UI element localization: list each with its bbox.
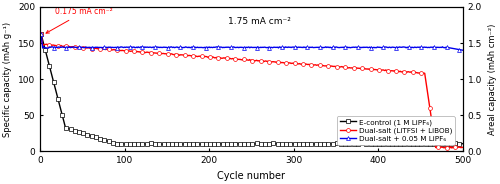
Y-axis label: Specific capacity (mAh g⁻¹): Specific capacity (mAh g⁻¹) — [4, 22, 13, 137]
Dual-salt (LiTFSI + LiBOB) — [384, 70, 390, 72]
E-control (1 M LiPF₆) — [238, 143, 244, 145]
Line: E-control (1 M LiPF₆): E-control (1 M LiPF₆) — [39, 32, 465, 147]
Dual-salt + 0.05 M LiPF₆ — [241, 47, 247, 49]
Line: Dual-salt (LiTFSI + LiBOB): Dual-salt (LiTFSI + LiBOB) — [39, 32, 465, 150]
E-control (1 M LiPF₆) — [353, 144, 359, 146]
X-axis label: Cycle number: Cycle number — [218, 171, 286, 181]
Dual-salt (LiTFSI + LiBOB) — [460, 146, 466, 148]
Dual-salt + 0.05 M LiPF₆ — [460, 49, 466, 51]
E-control (1 M LiPF₆) — [266, 143, 272, 145]
E-control (1 M LiPF₆) — [450, 143, 456, 145]
E-control (1 M LiPF₆) — [241, 143, 247, 145]
E-control (1 M LiPF₆) — [38, 33, 44, 35]
Dual-salt + 0.05 M LiPF₆ — [384, 46, 390, 48]
Dual-salt (LiTFSI + LiBOB) — [38, 33, 44, 35]
Dual-salt (LiTFSI + LiBOB) — [238, 59, 244, 61]
Text: 1.75 mA cm⁻²: 1.75 mA cm⁻² — [228, 17, 292, 26]
Dual-salt (LiTFSI + LiBOB) — [266, 61, 272, 63]
Dual-salt + 0.05 M LiPF₆ — [266, 47, 272, 49]
Dual-salt (LiTFSI + LiBOB) — [448, 147, 454, 149]
Dual-salt + 0.05 M LiPF₆ — [289, 46, 295, 48]
E-control (1 M LiPF₆) — [460, 143, 466, 145]
Text: 0.175 mA cm⁻²: 0.175 mA cm⁻² — [46, 7, 113, 33]
Line: Dual-salt + 0.05 M LiPF₆: Dual-salt + 0.05 M LiPF₆ — [39, 32, 465, 52]
Dual-salt + 0.05 M LiPF₆ — [38, 33, 44, 35]
Legend: E-control (1 M LiPF₆), Dual-salt (LiTFSI + LiBOB), Dual-salt + 0.05 M LiPF₆: E-control (1 M LiPF₆), Dual-salt (LiTFSI… — [337, 116, 455, 145]
Y-axis label: Areal capacity (mAh cm⁻²): Areal capacity (mAh cm⁻²) — [488, 23, 496, 135]
Dual-salt (LiTFSI + LiBOB) — [450, 146, 456, 148]
E-control (1 M LiPF₆) — [289, 142, 295, 144]
Dual-salt (LiTFSI + LiBOB) — [241, 58, 247, 61]
Dual-salt (LiTFSI + LiBOB) — [289, 62, 295, 64]
E-control (1 M LiPF₆) — [384, 143, 390, 145]
Dual-salt + 0.05 M LiPF₆ — [238, 46, 244, 48]
Dual-salt + 0.05 M LiPF₆ — [450, 47, 456, 49]
